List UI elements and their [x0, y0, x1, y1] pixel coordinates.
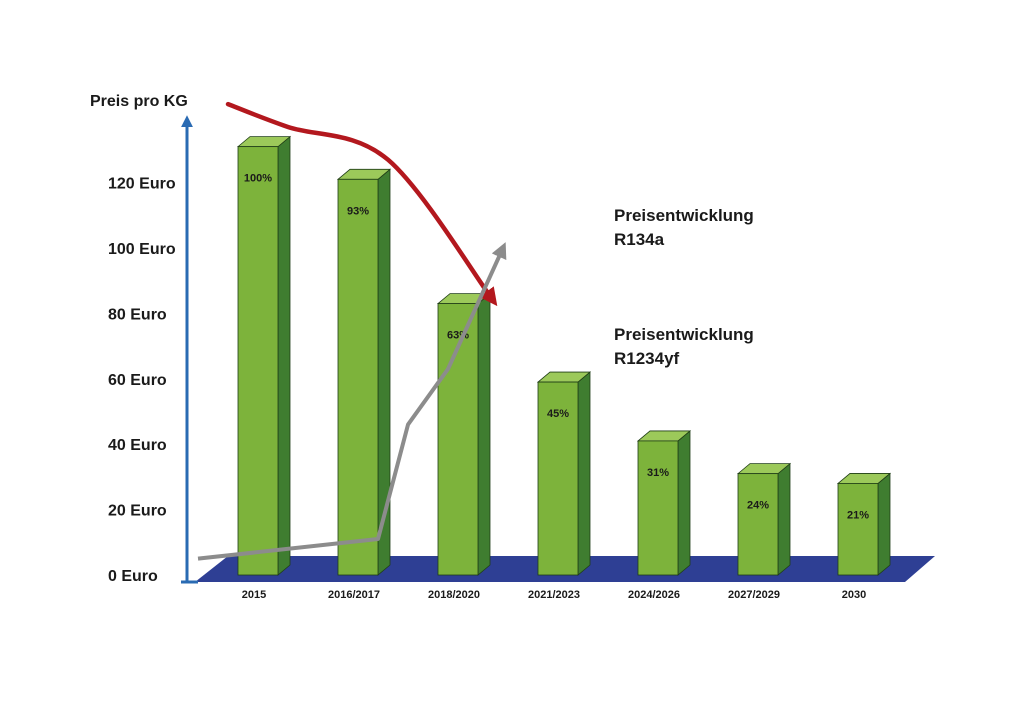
y-tick-label: 0 Euro [108, 568, 158, 585]
x-tick-label: 2021/2023 [528, 589, 580, 601]
bars: 100% 2015 93% 2016/2017 63%2018/2020 45% 2021/… [236, 135, 892, 601]
annotation-R1234yf: R1234yf [614, 349, 680, 368]
x-tick-label: 2030 [842, 589, 866, 601]
bar-2018/2020: 63%2018/2020 [428, 292, 492, 601]
bar-2027/2029: 24% 2027/2029 [728, 462, 792, 601]
bar-side [777, 462, 791, 576]
bar-data-label: 24% [747, 500, 769, 512]
bar [837, 483, 879, 576]
y-tick-label: 40 Euro [108, 437, 167, 454]
bar-2016/2017: 93% 2016/2017 [328, 168, 392, 601]
annotation-R134a: Preisentwicklung [614, 206, 754, 225]
bar-side [577, 371, 591, 576]
x-tick-label: 2015 [242, 589, 266, 601]
bar-2030: 21% 2030 [836, 472, 892, 601]
bar-side [477, 292, 491, 576]
bar-data-label: 31% [647, 467, 669, 479]
y-tick-label: 120 Euro [108, 176, 176, 193]
y-tick-label: 20 Euro [108, 503, 167, 520]
bar-data-label: 45% [547, 408, 569, 420]
r134a-trend-line [197, 242, 507, 561]
chart-text: Preis pro KG Preisentwicklung R134a Preise… [90, 93, 754, 368]
bar [637, 440, 679, 576]
y-tick-label: 60 Euro [108, 372, 167, 389]
y-axis: 0 Euro 20 Euro 40 Euro 60 Euro 80 Euro 100 Eu… [108, 115, 198, 585]
bar [237, 146, 279, 576]
x-tick-label: 2016/2017 [328, 589, 380, 601]
bar [337, 178, 379, 576]
annotation-R1234yf: Preisentwicklung [614, 325, 754, 344]
bar-side [277, 135, 291, 576]
bar-data-label: 93% [347, 205, 369, 217]
bar-2024/2026: 31% 2024/2026 [628, 430, 692, 601]
x-tick-label: 2024/2026 [628, 589, 680, 601]
bar-side [677, 430, 691, 576]
y-axis-title: Preis pro KG [90, 93, 188, 110]
bar-2015: 100% 2015 [236, 135, 292, 601]
r1234yf-trend-line [225, 101, 498, 307]
bar-2021/2023: 45% 2021/2023 [528, 371, 592, 601]
x-tick-label: 2018/2020 [428, 589, 480, 601]
bar-data-label: 21% [847, 509, 869, 521]
y-tick-label: 100 Euro [108, 241, 176, 258]
trend-lines [197, 101, 507, 561]
y-tick-label: 80 Euro [108, 306, 167, 323]
bar [537, 381, 579, 576]
bar-data-label: 100% [244, 173, 272, 185]
x-tick-label: 2027/2029 [728, 589, 780, 601]
annotation-R134a: R134a [614, 230, 665, 249]
bar-side [877, 472, 891, 576]
bar [737, 473, 779, 576]
